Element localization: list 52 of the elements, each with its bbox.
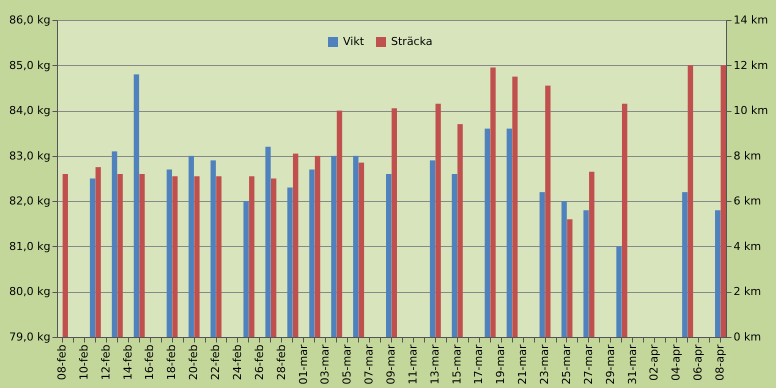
x-tick-label: 28-feb bbox=[274, 344, 288, 380]
y-tick-label: 83,0 kg bbox=[9, 149, 50, 162]
y2-tick-label: 8 km bbox=[734, 149, 762, 162]
y-tick-label: 86,0 kg bbox=[9, 14, 50, 26]
x-tick-label: 19-mar bbox=[494, 344, 508, 384]
y-tick-label: 81,0 kg bbox=[9, 240, 50, 253]
y2-tick-label: 12 km bbox=[734, 58, 768, 72]
x-tick-label: 11-mar bbox=[406, 344, 420, 384]
x-tick-label: 16-feb bbox=[143, 344, 156, 380]
legend-label: Sträcka bbox=[391, 35, 433, 48]
x-tick-label: 08-apr bbox=[714, 344, 727, 381]
x-tick-label: 26-feb bbox=[252, 344, 266, 380]
x-tick-label: 15-mar bbox=[450, 344, 464, 384]
y2-tick-label: 0 km bbox=[734, 330, 762, 344]
x-tick-label: 01-mar bbox=[296, 344, 310, 384]
x-tick-label: 09-mar bbox=[384, 344, 398, 384]
x-tick-label: 21-mar bbox=[516, 344, 530, 384]
x-tick-label: 13-mar bbox=[428, 344, 442, 384]
x-tick-label: 05-mar bbox=[340, 344, 354, 384]
x-tick-label: 12-feb bbox=[99, 344, 112, 380]
x-tick-label: 23-mar bbox=[538, 344, 552, 384]
x-tick-label: 31-mar bbox=[626, 344, 639, 384]
x-tick-label: 29-mar bbox=[604, 344, 617, 384]
x-tick-label: 02-apr bbox=[648, 344, 661, 381]
x-tick-label: 22-feb bbox=[209, 344, 222, 380]
x-tick-label: 20-feb bbox=[187, 344, 200, 380]
y2-tick-label: 10 km bbox=[734, 104, 768, 118]
y-tick-label: 80,0 kg bbox=[9, 285, 50, 298]
y2-tick-label: 6 km bbox=[734, 194, 762, 208]
legend-label: Vikt bbox=[343, 35, 365, 48]
y2-tick-label: 2 km bbox=[734, 285, 762, 298]
bar bbox=[720, 65, 726, 337]
bar bbox=[62, 174, 68, 337]
y2-tick-label: 4 km bbox=[734, 240, 762, 253]
x-tick-label: 04-apr bbox=[670, 344, 683, 381]
y2-tick-label: 14 km bbox=[734, 14, 768, 26]
x-tick-label: 27-mar bbox=[582, 344, 595, 384]
x-tick-label: 03-mar bbox=[318, 344, 332, 384]
y-tick-label: 82,0 kg bbox=[9, 194, 50, 208]
x-tick-label: 17-mar bbox=[472, 344, 486, 384]
x-tick-label: 24-feb bbox=[230, 344, 244, 380]
x-tick-label: 14-feb bbox=[121, 344, 134, 380]
y-tick-label: 84,0 kg bbox=[9, 104, 50, 118]
x-tick-label: 07-mar bbox=[362, 344, 376, 384]
x-tick-label: 18-feb bbox=[165, 344, 178, 380]
x-tick-label: 06-apr bbox=[692, 344, 705, 381]
x-tick-label: 08-feb bbox=[55, 344, 68, 380]
bar bbox=[622, 104, 628, 337]
y-tick-label: 79,0 kg bbox=[9, 330, 50, 344]
x-tick-label: 10-feb bbox=[77, 344, 90, 380]
x-tick-label: 25-mar bbox=[560, 344, 573, 384]
y-tick-label: 85,0 kg bbox=[9, 58, 50, 72]
